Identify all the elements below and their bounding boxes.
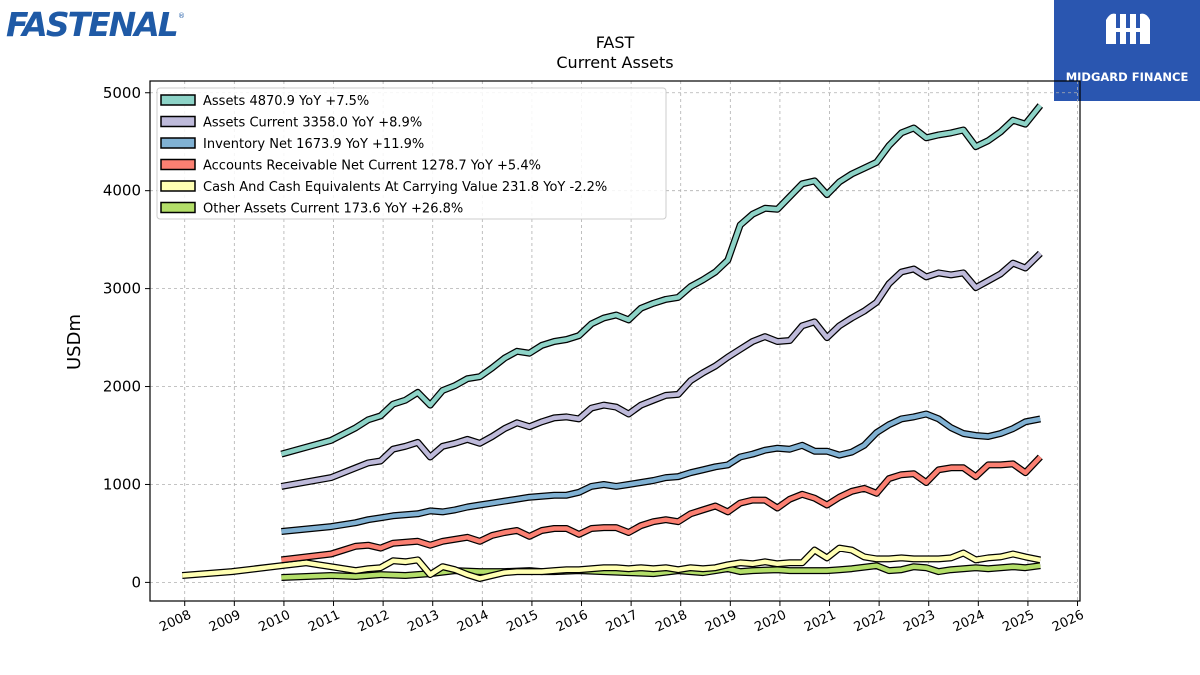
x-tick-label: 2020	[753, 608, 789, 636]
y-axis-label: USDm	[64, 314, 85, 370]
y-tick-label: 5000	[103, 84, 141, 102]
series-line	[281, 411, 1041, 534]
chart-title: FAST	[596, 33, 635, 52]
legend-swatch	[160, 94, 196, 106]
legend-label: Other Assets Current 173.6 YoY +26.8%	[203, 202, 463, 217]
legend-box	[156, 87, 667, 220]
series-line	[281, 251, 1042, 489]
midgard-finance-logo: MIDGARD FINANCE	[1054, 0, 1200, 101]
chart-subtitle: Current Assets	[556, 53, 673, 72]
legend-label: Accounts Receivable Net Current 1278.7 Y…	[203, 159, 541, 174]
y-tick-label: 4000	[103, 182, 141, 200]
x-tick-label: 2026	[1050, 608, 1086, 636]
legend-label: Cash And Cash Equivalents At Carrying Va…	[203, 180, 607, 195]
series-lines	[181, 103, 1044, 582]
x-tick-label: 2008	[157, 608, 193, 636]
fastenal-logo-text: FASTENAL	[6, 5, 177, 44]
x-tick-label: 2016	[554, 608, 590, 636]
series-inventory-net	[281, 410, 1041, 535]
series-accounts-receivable-net-current	[280, 454, 1043, 564]
x-tick-label: 2010	[257, 608, 293, 636]
registered-mark-icon: ®	[178, 12, 185, 20]
x-tick-label: 2013	[405, 608, 441, 636]
x-tick-label: 2015	[505, 608, 541, 636]
series-assets-current	[280, 250, 1043, 490]
x-tick-label: 2023	[901, 608, 937, 636]
x-tick-label: 2025	[1001, 608, 1037, 636]
x-tick-label: 2019	[703, 608, 739, 636]
series-line	[182, 545, 1041, 581]
legend-swatch	[160, 115, 196, 128]
legend-swatch	[160, 158, 196, 171]
legend-label: Assets 4870.9 YoY +7.5%	[203, 94, 369, 109]
legend: Assets 4870.9 YoY +7.5% Assets Current 33…	[156, 87, 667, 220]
x-tick-label: 2021	[802, 608, 838, 636]
legend-swatch	[160, 137, 196, 149]
x-tick-label: 2018	[653, 608, 689, 636]
y-tick-label: 0	[131, 573, 141, 591]
legend-label: Assets Current 3358.0 YoY +8.9%	[203, 116, 422, 131]
series-line	[281, 455, 1042, 563]
y-tick-label: 3000	[103, 280, 141, 298]
fastenal-logo: FASTENAL ®	[6, 4, 186, 48]
series-line	[280, 104, 1043, 457]
legend-swatch	[160, 180, 196, 192]
x-tick-label: 2014	[455, 608, 491, 636]
series-cash-and-cash-equivalents-at-carrying-value	[181, 544, 1041, 582]
x-tick-label: 2011	[306, 608, 342, 636]
grid	[150, 81, 1080, 601]
y-tick-label: 2000	[103, 378, 141, 396]
legend-label: Inventory Net 1673.9 YoY +11.9%	[203, 137, 424, 152]
legend-swatch	[160, 201, 196, 214]
x-tick-label: 2024	[951, 608, 987, 636]
series-assets	[280, 103, 1044, 458]
plot-area	[149, 80, 1081, 602]
y-tick-label: 1000	[103, 475, 141, 493]
x-tick-label: 2012	[356, 608, 392, 636]
x-tick-label: 2022	[852, 608, 888, 636]
midgard-logo-text: MIDGARD FINANCE	[1066, 70, 1189, 84]
midgard-emblem-icon	[1106, 13, 1150, 44]
x-tick-label: 2009	[207, 608, 243, 636]
x-tick-label: 2017	[604, 608, 640, 636]
